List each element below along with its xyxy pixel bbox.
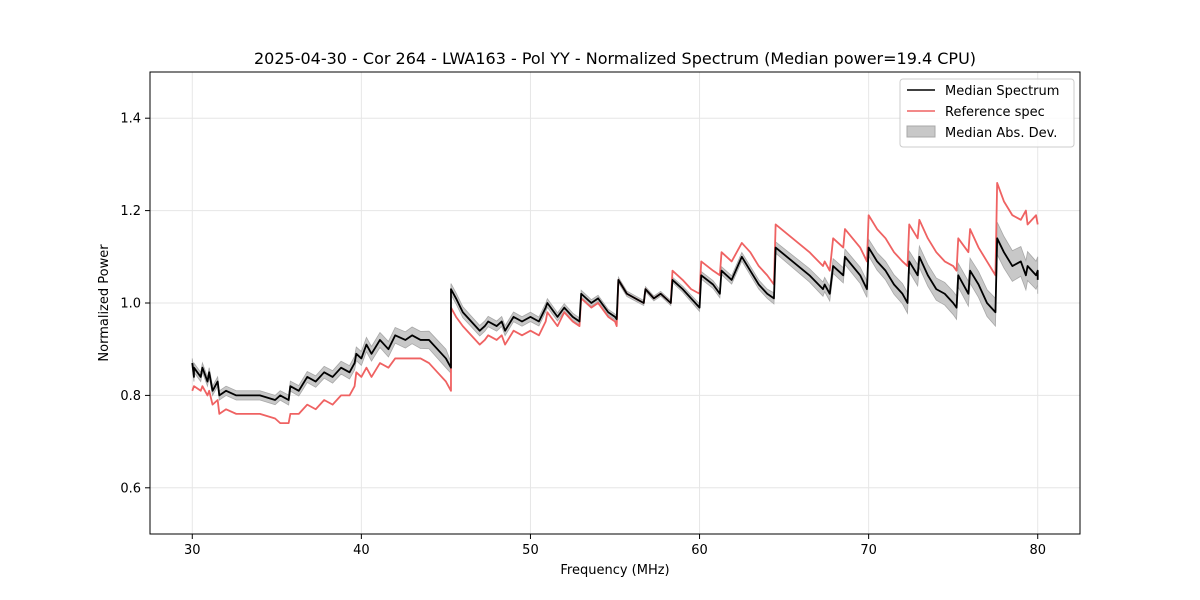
y-tick-label: 0.8 <box>120 389 141 404</box>
plot-area <box>191 181 1039 425</box>
chart-title: 2025-04-30 - Cor 264 - LWA163 - Pol YY -… <box>254 49 976 68</box>
y-tick-label: 1.0 <box>120 297 141 312</box>
x-tick-label: 50 <box>522 543 539 558</box>
legend-mad-label: Median Abs. Dev. <box>945 126 1057 141</box>
y-tick-label: 1.2 <box>120 204 141 219</box>
legend: Median Spectrum Reference spec Median Ab… <box>899 78 1075 148</box>
legend-reference-label: Reference spec <box>945 105 1045 120</box>
legend-median-label: Median Spectrum <box>945 84 1059 99</box>
x-tick-label: 30 <box>184 543 201 558</box>
x-tick-label: 70 <box>860 543 877 558</box>
legend-mad-swatch <box>906 125 936 138</box>
y-tick-label: 0.6 <box>120 481 141 496</box>
y-axis-label: Normalized Power <box>97 244 112 362</box>
x-tick-label: 40 <box>353 543 370 558</box>
legend-box <box>899 78 1075 148</box>
axis-ticks: 30 40 50 60 70 80 0.6 0.8 1.0 1.2 1.4 <box>120 112 1046 558</box>
x-tick-label: 60 <box>691 543 708 558</box>
x-tick-label: 80 <box>1029 543 1046 558</box>
y-tick-label: 1.4 <box>120 112 141 127</box>
median-spectrum-line <box>191 237 1039 401</box>
reference-spectrum-line <box>191 181 1039 425</box>
mad-band <box>191 221 1039 406</box>
x-axis-label: Frequency (MHz) <box>560 563 669 578</box>
